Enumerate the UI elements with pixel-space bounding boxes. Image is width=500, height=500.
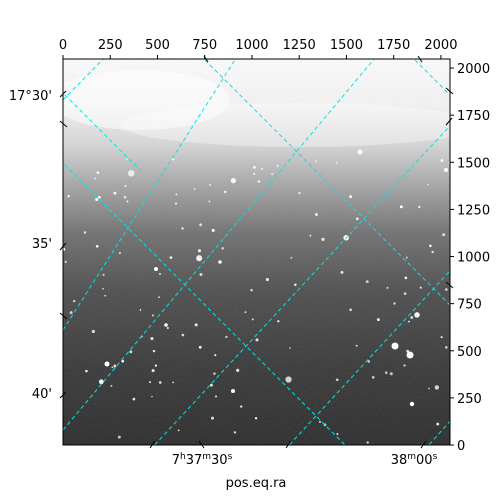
grid-line bbox=[153, 125, 450, 445]
right-pixel-axis: 2000 1750 1500 1250 1000 750 500 250 0 bbox=[450, 62, 490, 454]
top-tick-label: 2000 bbox=[424, 38, 457, 53]
coordinate-grid bbox=[63, 59, 450, 445]
right-tick-label: 1500 bbox=[457, 156, 490, 171]
grid-line bbox=[63, 92, 141, 171]
right-tick-label: 1000 bbox=[457, 251, 490, 266]
right-tick-label: 2000 bbox=[457, 62, 490, 77]
top-tick-label: 500 bbox=[145, 38, 170, 53]
top-tick-label: 250 bbox=[98, 38, 123, 53]
sky-image bbox=[63, 59, 450, 445]
top-tick-label: 1250 bbox=[283, 38, 316, 53]
wcs-tick-marks bbox=[59, 55, 454, 449]
dec-tick-label-2: 35' bbox=[32, 237, 52, 252]
grid-line bbox=[288, 270, 450, 445]
grid-line bbox=[63, 59, 375, 431]
right-tick-label: 0 bbox=[457, 439, 465, 454]
ra-tick-label-1: 7h37m30s bbox=[172, 452, 233, 468]
dec-tick-label-3: 40' bbox=[32, 387, 52, 402]
right-tick-label: 1250 bbox=[457, 203, 490, 218]
right-tick-label: 750 bbox=[457, 298, 482, 313]
dec-tick-label-1: 17°30' bbox=[9, 89, 52, 104]
plot-frame bbox=[62, 58, 451, 446]
top-tick-label: 750 bbox=[192, 38, 217, 53]
grid-line bbox=[63, 162, 346, 445]
grid-line bbox=[63, 59, 237, 331]
right-tick-label: 500 bbox=[457, 345, 482, 360]
right-tick-label: 1750 bbox=[457, 109, 490, 124]
ra-tick-label-2: 38m00s bbox=[391, 452, 438, 468]
top-tick-label: 1500 bbox=[330, 38, 363, 53]
top-tick-label: 0 bbox=[59, 38, 67, 53]
grid-line bbox=[413, 59, 450, 96]
right-tick-label: 250 bbox=[457, 392, 482, 407]
top-pixel-axis: 0 250 500 750 1000 1250 1500 1750 2000 bbox=[59, 38, 457, 59]
star-field bbox=[63, 149, 450, 444]
top-tick-label: 1750 bbox=[377, 38, 410, 53]
x-axis-label: pos.eq.ra bbox=[226, 476, 287, 491]
top-tick-label: 1000 bbox=[235, 38, 268, 53]
grid-line bbox=[428, 420, 450, 445]
